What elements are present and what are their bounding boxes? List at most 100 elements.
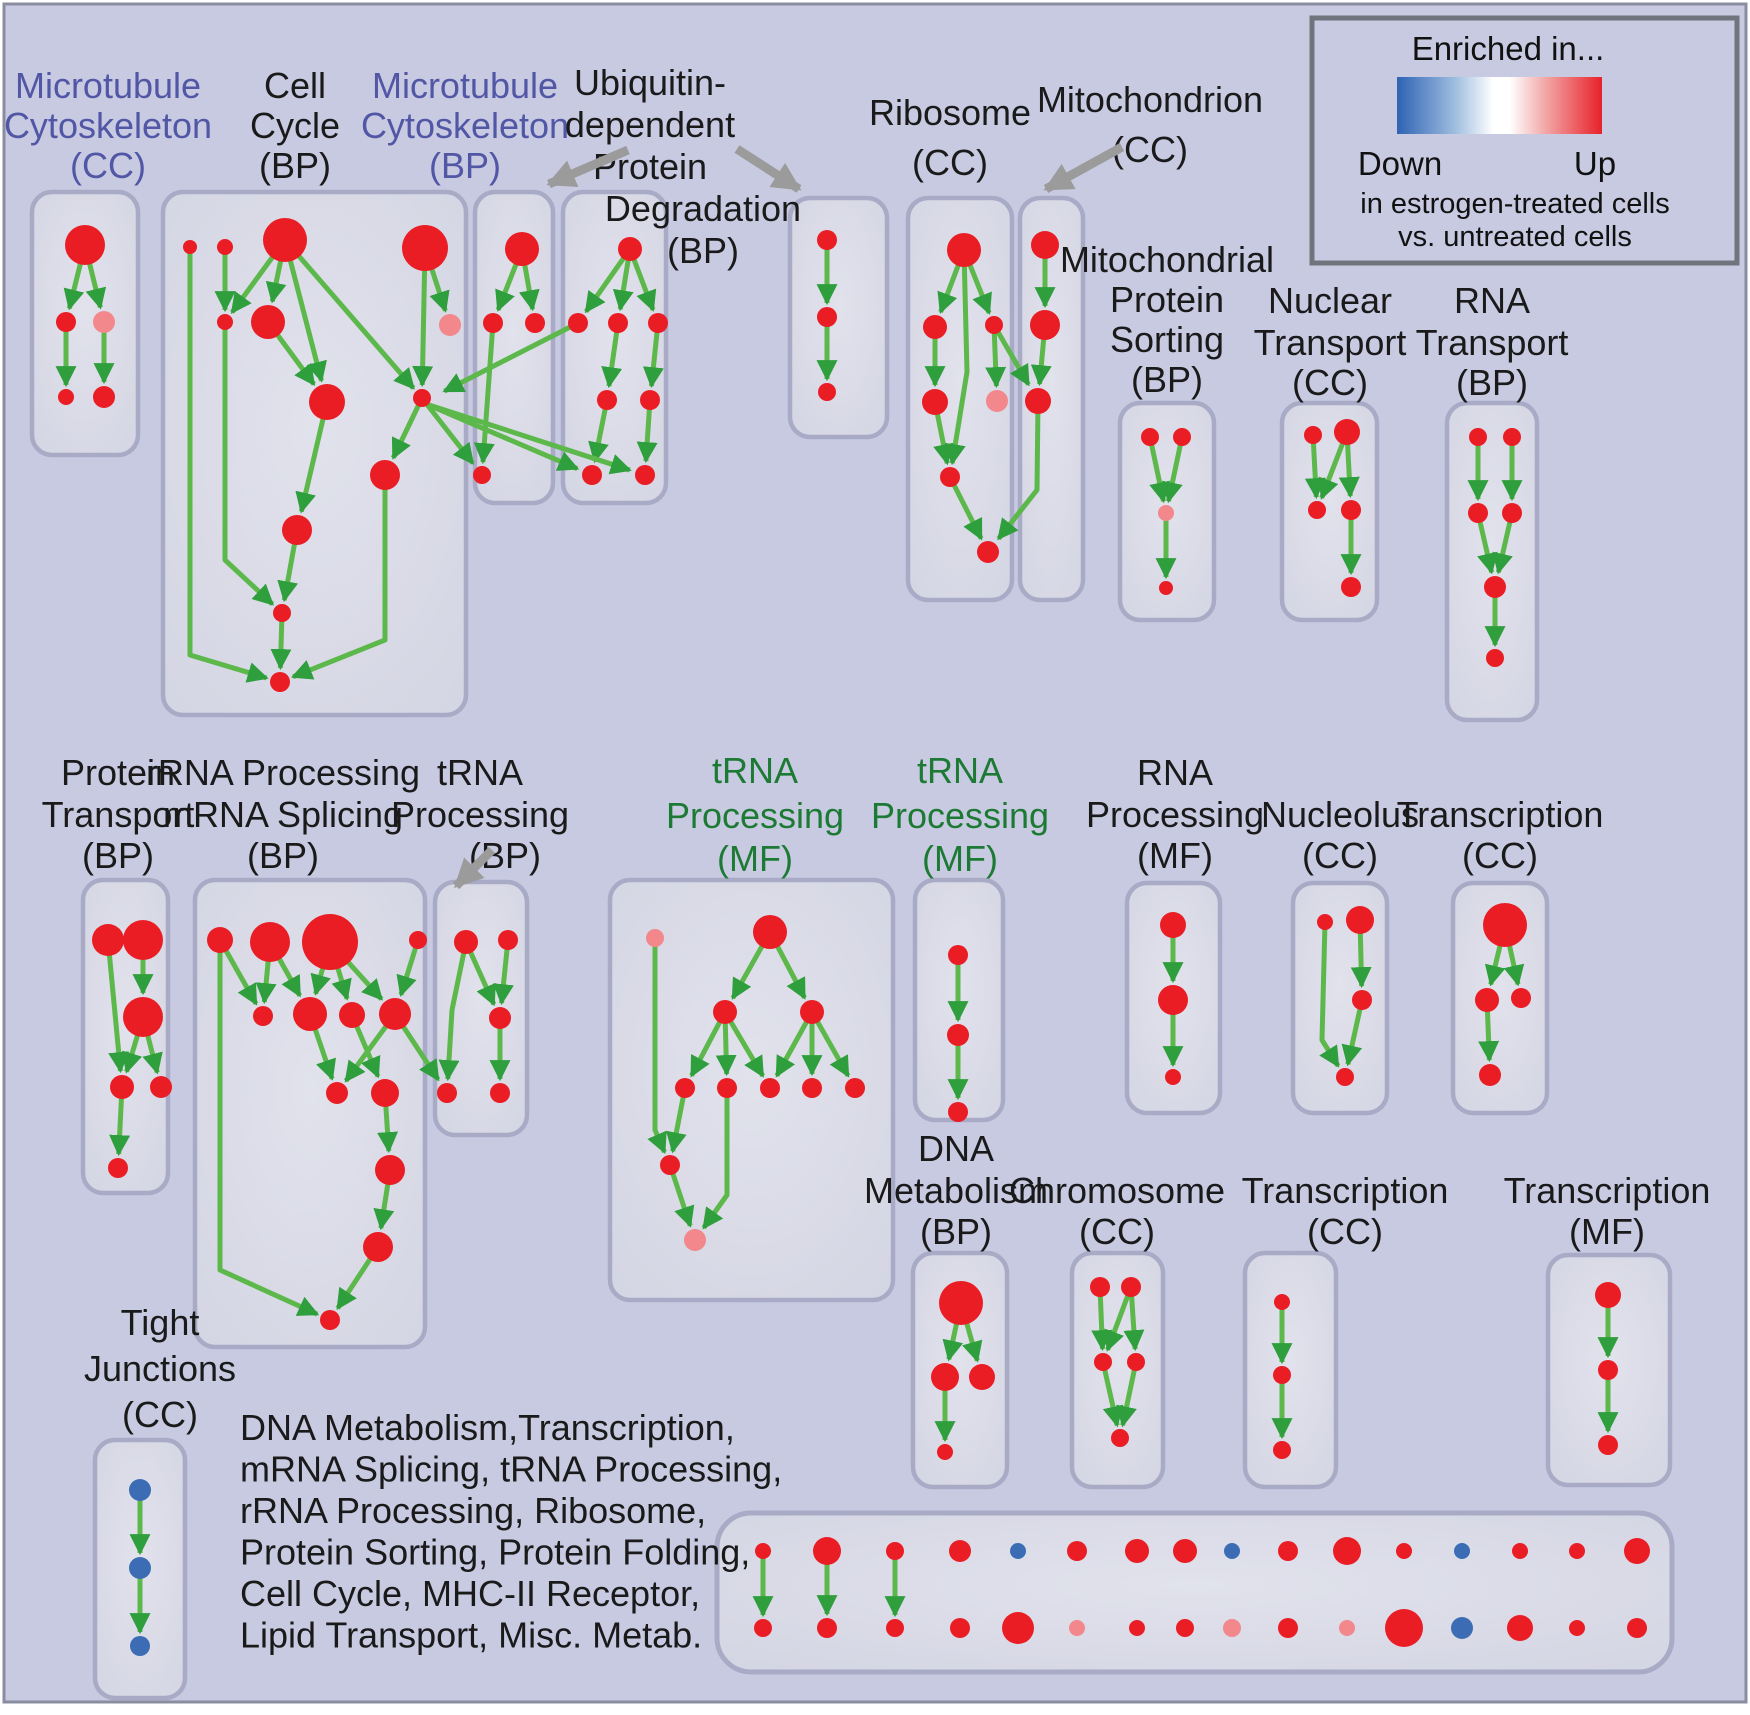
node-red (1278, 1541, 1298, 1561)
edge (1116, 1361, 1139, 1428)
node-red (1031, 231, 1059, 259)
cluster-label-tight-junctions-cc: Junctions (84, 1348, 236, 1389)
node-blue (130, 1636, 150, 1656)
cluster-label-rrna-processing-mrna-splicing-bp: rRNA Processing (146, 752, 420, 793)
annotation-line: Protein Sorting, Protein Folding, (240, 1532, 750, 1573)
node-red (250, 922, 290, 962)
node-red (1111, 1429, 1129, 1447)
node-red (1030, 310, 1060, 340)
cluster-box-rna-transport-bp (1444, 400, 1540, 723)
annotation-line: DNA Metabolism,Transcription, (240, 1407, 735, 1448)
edge (295, 401, 330, 514)
node-red (108, 1158, 128, 1178)
pointer-arrows-layer (452, 143, 1125, 890)
node-red (309, 384, 345, 420)
cluster-label-trna-processing-mf-1: Processing (666, 795, 844, 836)
cluster-label-nuclear-transport-cc: Transport (1254, 322, 1407, 363)
node-red (1160, 912, 1186, 938)
cluster-label-trna-processing-bp: Processing (391, 794, 569, 835)
edge (722, 1010, 766, 1078)
edge (701, 1088, 730, 1230)
node-red (302, 914, 358, 970)
node-red (886, 1542, 904, 1560)
node-pink (1339, 1620, 1355, 1636)
edge (809, 1010, 851, 1078)
node-pink (439, 314, 461, 336)
cluster-label-mitochondrial-protein-sorting-bp: Sorting (1110, 319, 1224, 360)
nodes-layer (56, 218, 1650, 1656)
node-red (1317, 914, 1333, 930)
node-red (985, 316, 1003, 334)
edge (105, 939, 130, 1074)
cross-cluster-edge (991, 323, 1031, 387)
cluster-label-mitochondrial-protein-sorting-bp: Mitochondrial (1060, 239, 1274, 280)
edge (584, 247, 633, 314)
node-red (217, 314, 233, 330)
node-red (473, 466, 491, 484)
node-pink (1223, 1619, 1241, 1637)
edge (947, 475, 984, 541)
cluster-label-chromosome-cc: (CC) (1079, 1211, 1155, 1252)
cluster-label-cell-cycle-bp: Cycle (250, 105, 340, 146)
node-red (1469, 428, 1487, 446)
node-red (1304, 426, 1322, 444)
edge (636, 399, 658, 464)
cluster-label-trna-processing-mf-2: Processing (871, 795, 1049, 836)
node-red (413, 389, 431, 407)
cluster-label-protein-transport-bp: Protein (61, 752, 175, 793)
cluster-label-transcription-cc-middle: (CC) (1462, 835, 1538, 876)
node-red (1176, 1619, 1194, 1637)
node-red (635, 465, 655, 485)
cross-cluster-edge (442, 320, 580, 394)
node-red (150, 1076, 172, 1098)
cluster-label-transcription-mf: Transcription (1504, 1170, 1711, 1211)
edge (601, 322, 623, 389)
node-pink (1069, 1620, 1085, 1636)
node-red (608, 313, 628, 333)
legend-title: Enriched in... (1412, 30, 1605, 67)
node-red (207, 927, 233, 953)
cluster-label-trna-processing-bp: tRNA (437, 752, 523, 793)
cluster-label-transcription-cc-bottom: Transcription (1242, 1170, 1449, 1211)
edge (1123, 1286, 1145, 1352)
node-red (489, 1007, 511, 1029)
node-red (1507, 1615, 1533, 1641)
cluster-label-trna-processing-mf-2: tRNA (917, 750, 1003, 791)
node-red (437, 1083, 457, 1103)
edge (774, 1010, 815, 1078)
node-red (93, 386, 115, 408)
node-red (817, 230, 837, 250)
node-red (568, 313, 588, 333)
node-red (755, 1543, 771, 1559)
node-red (1165, 1069, 1181, 1085)
cluster-label-trna-processing-mf-1: tRNA (712, 750, 798, 791)
node-red (253, 1006, 273, 1026)
cluster-label-rrna-processing-mrna-splicing-bp: (BP) (247, 835, 319, 876)
node-red (648, 313, 668, 333)
ubiquitin-left-pointer (546, 145, 630, 189)
node-red (713, 1000, 737, 1024)
cluster-label-rna-processing-mf: RNA (1137, 752, 1213, 793)
node-blue (1454, 1543, 1470, 1559)
edge (985, 324, 1007, 389)
node-red (1141, 428, 1159, 446)
node-red (1090, 1277, 1110, 1297)
cluster-label-dna-metabolism-bp: Metabolism (864, 1170, 1048, 1211)
edge (642, 322, 664, 389)
legend-box (1309, 15, 1740, 266)
edge (396, 939, 421, 997)
node-red (56, 312, 76, 332)
cluster-label-protein-transport-bp: (BP) (82, 835, 154, 876)
node-red (490, 1083, 510, 1103)
annotation-line: Cell Cycle, MHC-II Receptor, (240, 1573, 700, 1614)
node-red (326, 1082, 348, 1104)
node-red (1334, 419, 1360, 445)
node-red (92, 924, 124, 956)
node-red (1396, 1543, 1412, 1559)
node-red (1511, 988, 1531, 1008)
node-red (817, 307, 837, 327)
edge (217, 940, 320, 1317)
node-red (1278, 1618, 1298, 1638)
node-red (1468, 503, 1488, 523)
edge (588, 399, 610, 464)
